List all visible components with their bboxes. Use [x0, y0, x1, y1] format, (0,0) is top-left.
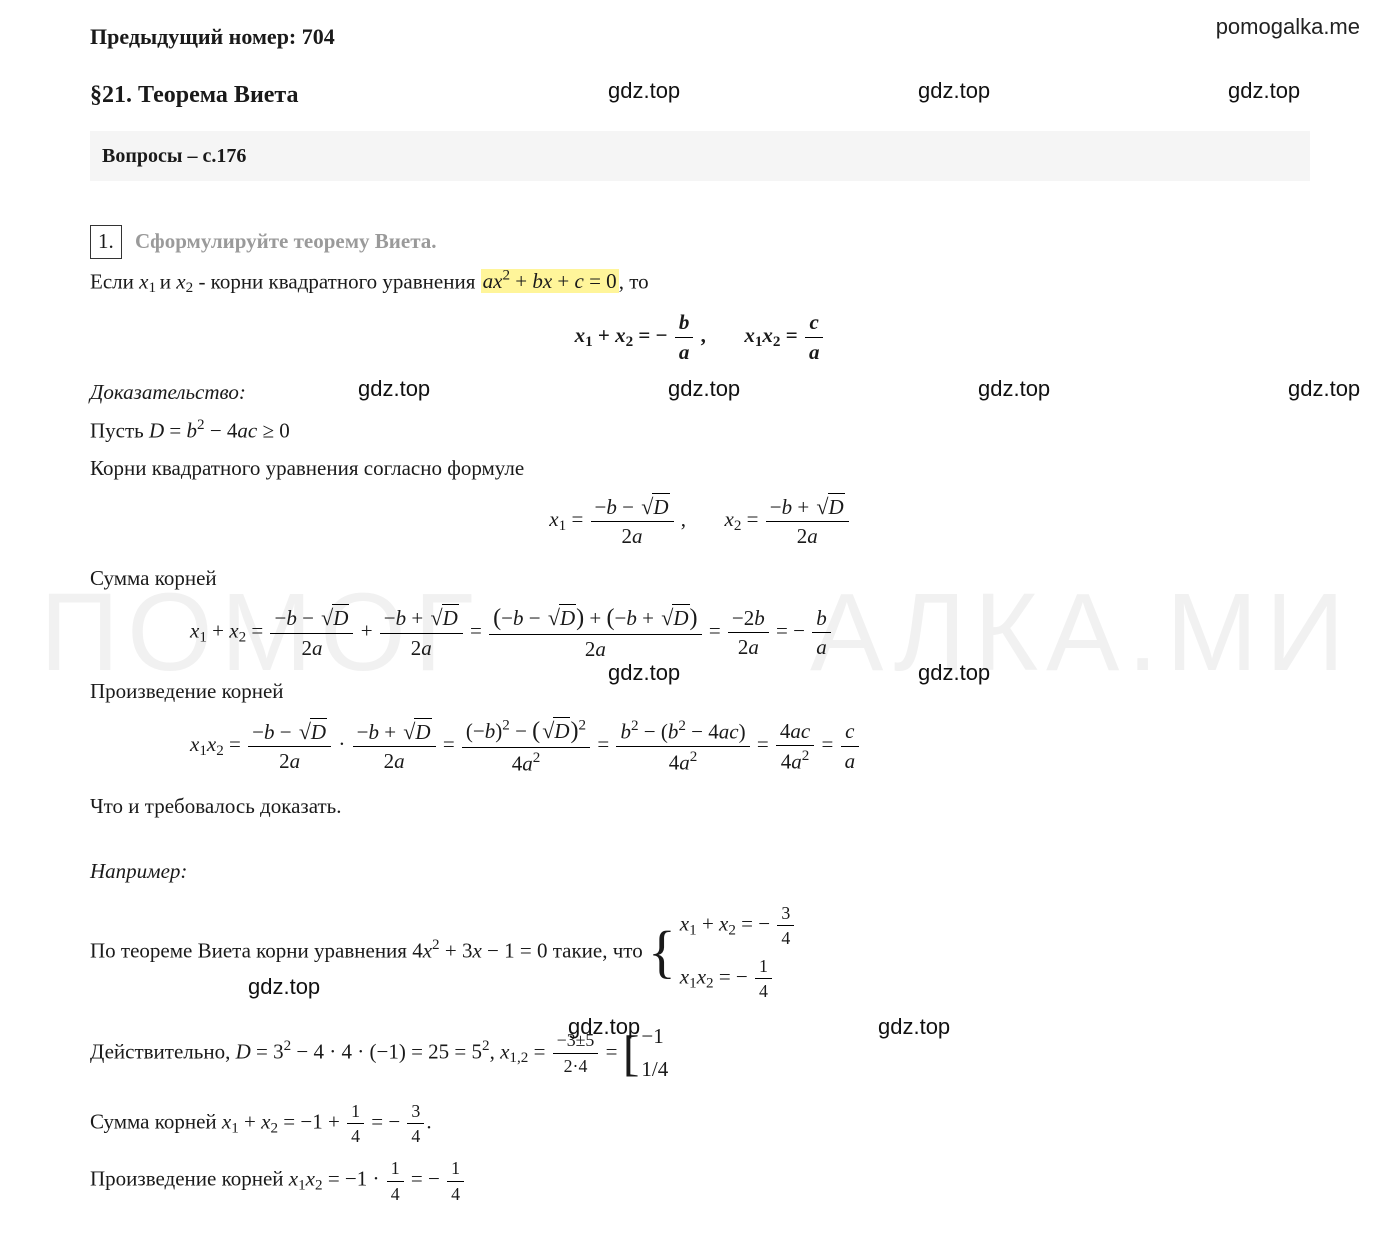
num: 1 [387, 1157, 404, 1181]
den: 4 [387, 1182, 404, 1205]
question-title: Сформулируйте теорему Виета. [135, 229, 437, 253]
theorem-statement: Если x1 и x2 - корни квадратного уравнен… [90, 265, 1310, 300]
proof-label: Доказательство: [90, 377, 1310, 409]
let-d: Пусть D = b2 − 4ac ≥ 0 [90, 414, 1310, 447]
text: Действительно, [90, 1039, 236, 1063]
sum-check: Сумма корней x1 + x2 = −1 + 14 = − 34. [90, 1100, 1310, 1148]
den: 4 [407, 1124, 424, 1147]
text: Сумма корней [90, 1109, 222, 1133]
qed: Что и требовалось доказать. [90, 791, 1310, 823]
product-derivation: x1x2 = −b − D2a · −b + D2a = (−b)2 − (D)… [90, 716, 1310, 777]
num: 1 [347, 1100, 364, 1124]
sum-derivation: x1 + x2 = −b − D2a + −b + D2a = (−b − D)… [90, 603, 1310, 662]
example-label: Например: [90, 856, 1310, 888]
text: такие, что [547, 938, 647, 962]
prev-value: 704 [302, 24, 335, 49]
questions-bar: Вопросы – с.176 [90, 131, 1310, 181]
question-number-box: 1. [90, 225, 122, 259]
text: Если [90, 269, 139, 293]
num: 1 [447, 1157, 464, 1181]
product-label: Произведение корней [90, 676, 1310, 708]
bracket-results: [ −1 1/4 [623, 1021, 669, 1086]
den: 4 [447, 1182, 464, 1205]
vieta-formulas: x1 + x2 = − ba , x1x2 = ca [90, 309, 1310, 365]
section-title: §21. Теорема Виета [90, 77, 1310, 113]
cases-system: { x1 + x2 = − 34 x1x2 = − 14 [648, 902, 796, 1003]
example-statement: По теореме Виета корни уравнения 4x2 + 3… [90, 902, 1310, 1003]
product-check: Произведение корней x1x2 = −1 · 14 = − 1… [90, 1157, 1310, 1205]
prev-label: Предыдущий номер: [90, 24, 302, 49]
roots-formula: x1 = −b − D2a , x2 = −b + D2a [90, 493, 1310, 550]
highlighted-equation: ax2 + bx + c = 0 [481, 269, 619, 293]
roots-formula-text: Корни квадратного уравнения согласно фор… [90, 453, 1310, 485]
den: 4 [347, 1124, 364, 1147]
watermark-site: pomogalka.me [1216, 10, 1360, 43]
previous-number[interactable]: Предыдущий номер: 704 [90, 20, 1310, 53]
val: 1/4 [641, 1054, 668, 1086]
text: Произведение корней [90, 1167, 289, 1191]
question-1-header: 1. Сформулируйте теорему Виета. [90, 225, 1310, 259]
text: , то [619, 269, 649, 293]
sum-label: Сумма корней [90, 563, 1310, 595]
text: и [160, 269, 177, 293]
text: - корни квадратного уравнения [193, 269, 480, 293]
num: 3 [407, 1100, 424, 1124]
val: −1 [641, 1021, 668, 1053]
discriminant-check: Действительно, D = 32 − 4 · 4 · (−1) = 2… [90, 1021, 1310, 1086]
text: По теореме Виета корни уравнения [90, 938, 412, 962]
